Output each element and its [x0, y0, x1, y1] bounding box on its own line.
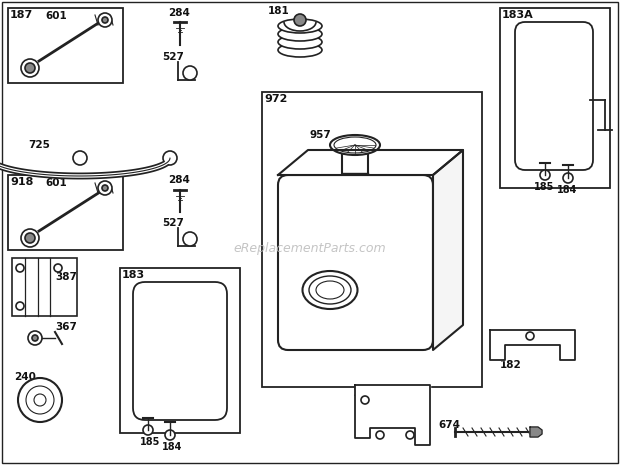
- FancyBboxPatch shape: [133, 282, 227, 420]
- Circle shape: [26, 386, 54, 414]
- Circle shape: [32, 335, 38, 341]
- Polygon shape: [355, 385, 430, 445]
- Text: 387: 387: [55, 272, 77, 282]
- Text: 185: 185: [534, 182, 554, 192]
- Bar: [8, 8, 123, 83]
- Ellipse shape: [309, 276, 351, 304]
- Bar: [262, 92, 482, 387]
- Circle shape: [143, 425, 153, 435]
- Bar: [12, 258, 77, 316]
- Circle shape: [563, 173, 573, 183]
- FancyBboxPatch shape: [515, 22, 593, 170]
- Ellipse shape: [278, 27, 322, 41]
- Circle shape: [25, 63, 35, 73]
- Circle shape: [16, 264, 24, 272]
- Text: 182: 182: [500, 360, 522, 370]
- Polygon shape: [490, 330, 575, 360]
- Bar: [8, 175, 123, 250]
- Text: 184: 184: [557, 185, 577, 195]
- Polygon shape: [278, 150, 463, 175]
- Ellipse shape: [278, 43, 322, 57]
- Text: 918: 918: [10, 177, 33, 187]
- Text: 527: 527: [162, 52, 184, 62]
- Ellipse shape: [278, 35, 322, 49]
- Ellipse shape: [316, 281, 344, 299]
- Circle shape: [406, 431, 414, 439]
- Circle shape: [165, 430, 175, 440]
- Circle shape: [98, 13, 112, 27]
- Ellipse shape: [330, 135, 380, 155]
- Text: 674: 674: [438, 420, 460, 430]
- Circle shape: [294, 14, 306, 26]
- Circle shape: [21, 229, 39, 247]
- Circle shape: [526, 332, 534, 340]
- Circle shape: [376, 431, 384, 439]
- Bar: [120, 268, 240, 433]
- Text: 725: 725: [28, 140, 50, 150]
- Text: 183A: 183A: [502, 10, 534, 20]
- Circle shape: [102, 17, 108, 23]
- Circle shape: [28, 331, 42, 345]
- Ellipse shape: [334, 137, 376, 153]
- Text: 187: 187: [10, 10, 33, 20]
- Circle shape: [361, 396, 369, 404]
- Circle shape: [18, 378, 62, 422]
- Circle shape: [163, 151, 177, 165]
- Polygon shape: [433, 150, 463, 350]
- FancyBboxPatch shape: [278, 175, 433, 350]
- Text: 527: 527: [162, 218, 184, 228]
- Ellipse shape: [278, 19, 322, 33]
- Ellipse shape: [303, 271, 358, 309]
- Circle shape: [73, 151, 87, 165]
- Circle shape: [102, 185, 108, 191]
- Text: 957: 957: [310, 130, 332, 140]
- Text: 284: 284: [168, 175, 190, 185]
- Text: 183: 183: [122, 270, 145, 280]
- Text: 182A: 182A: [353, 388, 383, 398]
- Text: 284: 284: [168, 8, 190, 18]
- Text: 240: 240: [14, 372, 36, 382]
- Circle shape: [21, 59, 39, 77]
- Text: 367: 367: [55, 322, 77, 332]
- Circle shape: [540, 170, 550, 180]
- Circle shape: [54, 264, 62, 272]
- Bar: [500, 8, 610, 188]
- Text: 601: 601: [45, 11, 67, 21]
- Circle shape: [183, 66, 197, 80]
- Text: 185: 185: [140, 437, 161, 447]
- Text: 972: 972: [264, 94, 288, 104]
- Text: eReplacementParts.com: eReplacementParts.com: [234, 241, 386, 254]
- Text: 181: 181: [268, 6, 290, 16]
- Circle shape: [98, 181, 112, 195]
- Text: 184: 184: [162, 442, 182, 452]
- Polygon shape: [530, 427, 542, 437]
- Circle shape: [183, 232, 197, 246]
- Circle shape: [34, 394, 46, 406]
- Circle shape: [25, 233, 35, 243]
- Circle shape: [16, 302, 24, 310]
- Text: 601: 601: [45, 178, 67, 188]
